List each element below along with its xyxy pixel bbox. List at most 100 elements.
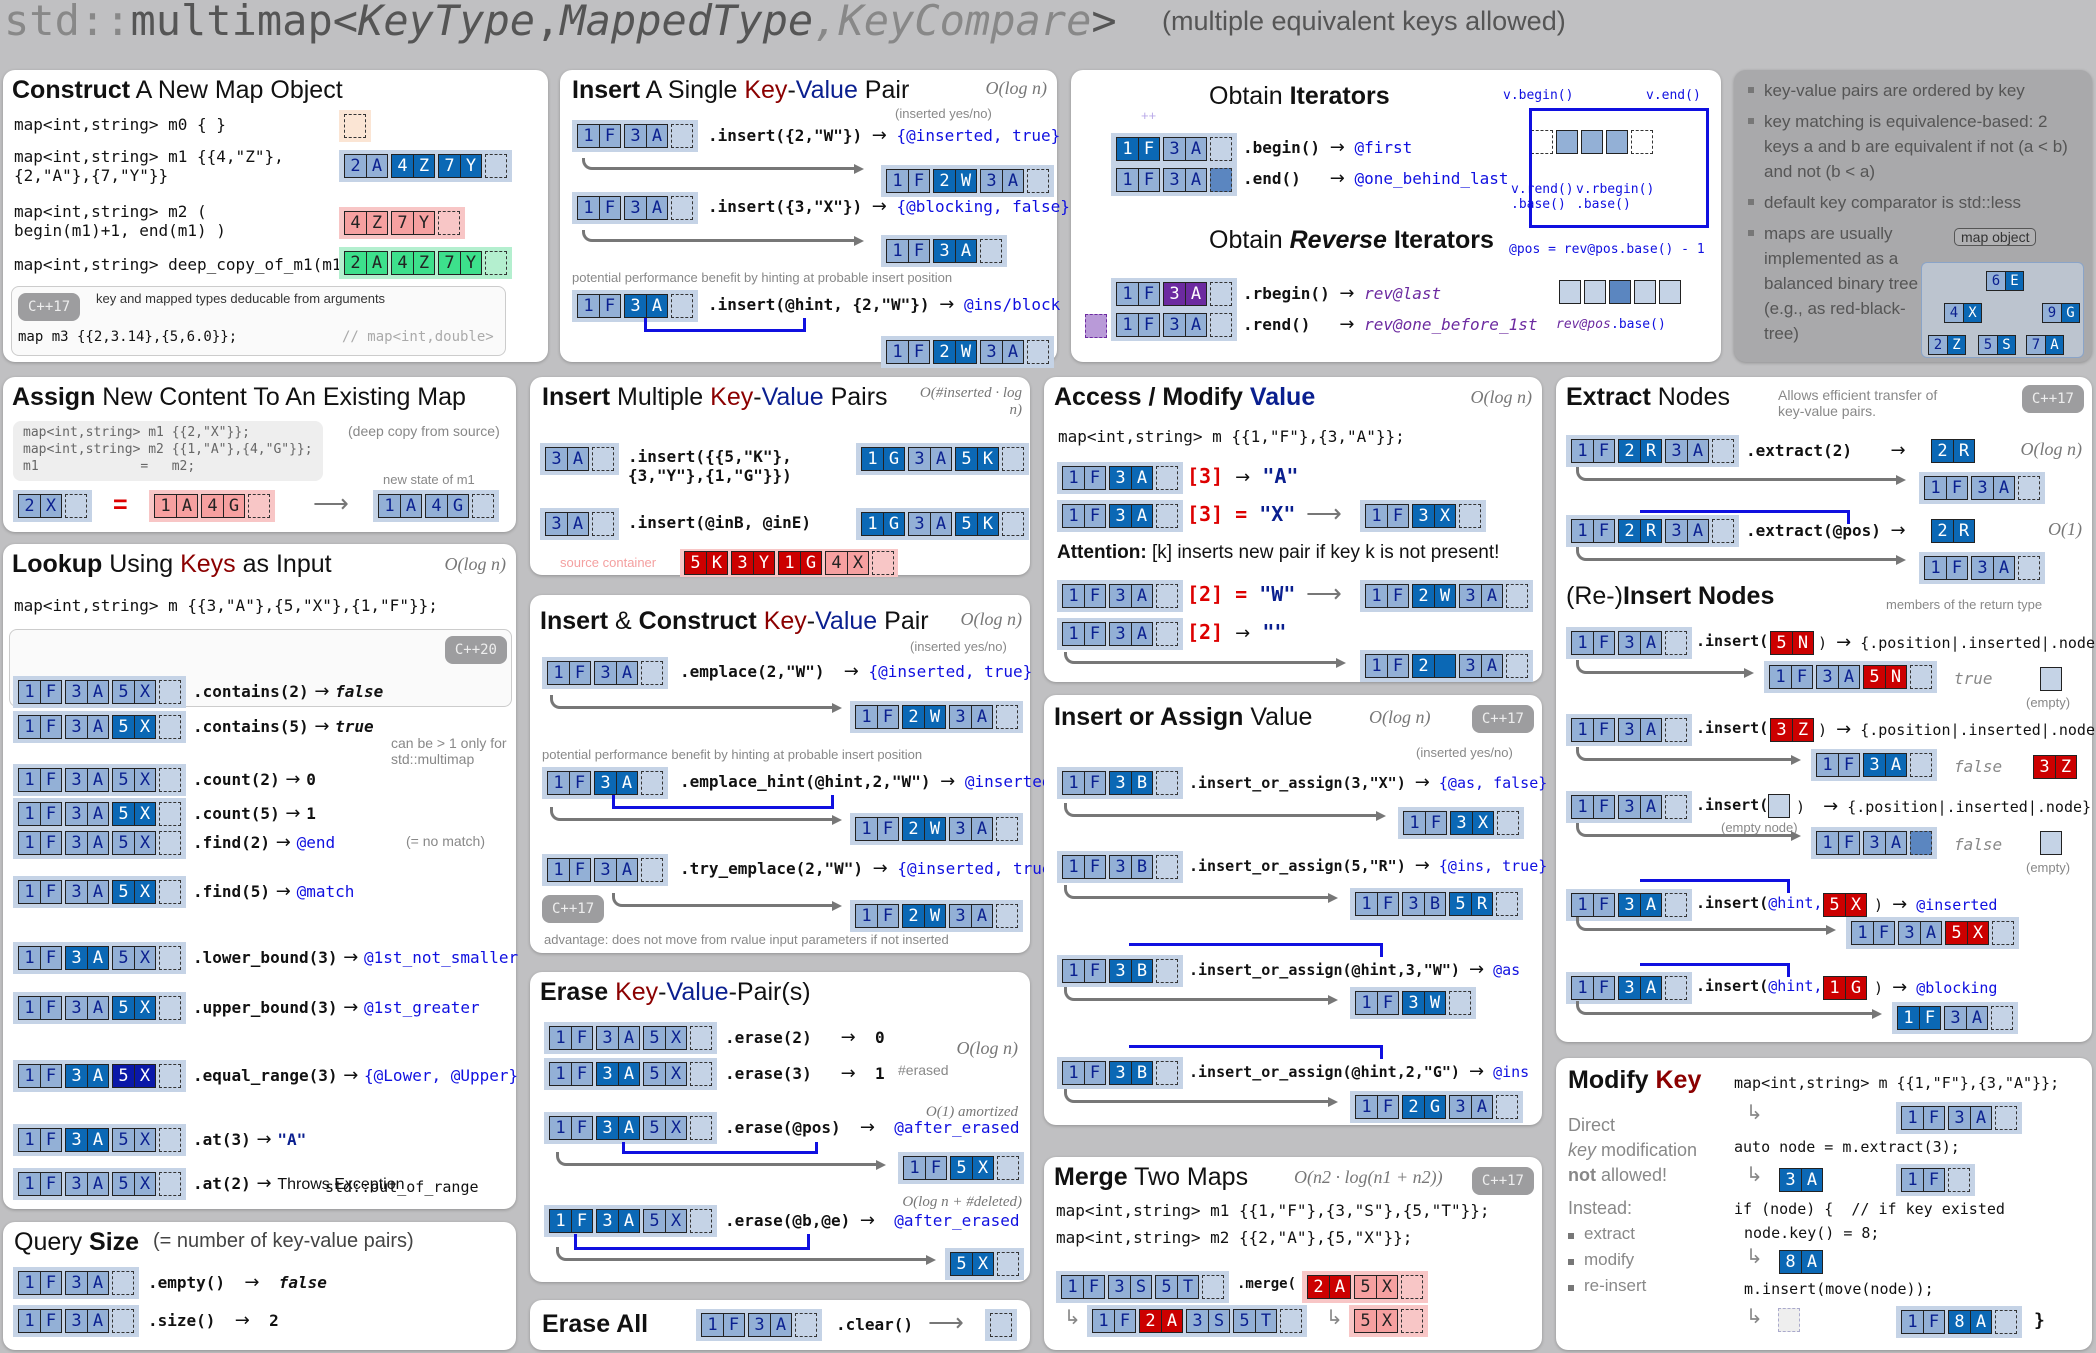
- insert-multi-title: Insert Multiple Key-Value Pairs: [542, 383, 888, 411]
- end-slot: [1992, 921, 2014, 945]
- tree-label: map object: [1954, 228, 2037, 246]
- value: F: [877, 905, 898, 927]
- call: .extract(2) →: [1746, 440, 1906, 461]
- value: Y: [460, 155, 481, 177]
- value: A: [1131, 623, 1152, 645]
- call: .insert_or_assign(3,"X") → {@as, false}: [1189, 772, 1548, 793]
- key: 2: [1619, 440, 1640, 462]
- key: 1: [19, 1310, 40, 1332]
- construct-line-m0: map<int,string> m0 { }: [14, 115, 226, 134]
- explain-line: not allowed!: [1568, 1165, 1668, 1185]
- value: F: [40, 1065, 61, 1087]
- end-slot: [671, 294, 693, 318]
- value: F: [1946, 557, 1967, 579]
- value: A: [955, 240, 976, 262]
- complexity: O(log n): [960, 609, 1023, 629]
- value: F: [40, 1129, 61, 1151]
- return-type: ) → {.position|.inserted|.node}: [1796, 796, 2092, 817]
- value: F: [40, 681, 61, 703]
- value: F: [908, 240, 929, 262]
- end-slot: [980, 239, 1002, 263]
- end-slot: [159, 1172, 181, 1196]
- call: .erase(@pos) → @after_erased: [725, 1117, 1020, 1138]
- value: X: [972, 1253, 993, 1275]
- flow-arrow: [550, 695, 842, 713]
- value: A: [1640, 719, 1661, 741]
- key: 5: [113, 803, 134, 825]
- key: 3: [1110, 623, 1131, 645]
- node-value: [2040, 831, 2062, 855]
- value: G: [223, 495, 244, 517]
- call: .contains(2) → false: [193, 681, 384, 702]
- key: 1: [887, 170, 908, 192]
- key: 3: [1110, 585, 1131, 607]
- subscript-read: [3] → "A": [1187, 464, 1299, 488]
- call: .empty() → false: [148, 1272, 327, 1293]
- value: F: [1946, 477, 1967, 499]
- value: A: [87, 1173, 108, 1195]
- value: Z: [366, 212, 387, 234]
- key: 3: [66, 681, 87, 703]
- end-slot: [1948, 1168, 1970, 1192]
- key: 3: [1187, 1310, 1208, 1332]
- value: Z: [413, 252, 434, 274]
- deep-copy-note: (deep copy from source): [348, 423, 500, 439]
- key: 1: [1817, 832, 1838, 854]
- key: 3: [597, 1027, 618, 1049]
- query-size-note: (= number of key-value pairs): [153, 1230, 414, 1252]
- key: 3: [909, 448, 930, 470]
- key: 1: [862, 513, 883, 535]
- value: A: [1185, 283, 1206, 305]
- key: 1: [1117, 138, 1138, 160]
- end-slot: [872, 551, 894, 575]
- key: 1: [856, 905, 877, 927]
- key: 3: [1403, 893, 1424, 915]
- key: 1: [1366, 505, 1387, 527]
- value: G: [447, 495, 468, 517]
- end-slot: [159, 715, 181, 739]
- key: 1: [19, 832, 40, 854]
- end-slot: [1459, 504, 1481, 528]
- key: 5: [1864, 666, 1885, 688]
- key: 1: [1062, 1276, 1083, 1298]
- end-slot: [1995, 1310, 2017, 1334]
- return-type: ) → {.position|.inserted|.node}: [1818, 719, 2096, 740]
- key: 3: [595, 662, 616, 684]
- value: A: [1471, 1096, 1492, 1118]
- call: .insert(@inB, @inE): [628, 513, 812, 532]
- key: 3: [950, 905, 971, 927]
- value: R: [1640, 520, 1661, 542]
- key: 2: [345, 252, 366, 274]
- result-arrow-icon: ↳: [1064, 1307, 1081, 1329]
- call-result: ) → @blocking: [1874, 977, 1998, 998]
- key: 1: [19, 769, 40, 791]
- complexity: O(1) amortized: [925, 1104, 1018, 1120]
- fact-item: default key comparator is std::less: [1748, 190, 2078, 215]
- key: 3: [1460, 585, 1481, 607]
- value: G: [883, 513, 904, 535]
- key: 1: [1572, 894, 1593, 916]
- subscript-read-missing: [2] → "": [1187, 620, 1287, 644]
- key: 7: [392, 212, 413, 234]
- end-slot: [1910, 665, 1932, 689]
- key: 1: [19, 1272, 40, 1294]
- title-comma: ,: [813, 0, 839, 45]
- value: W: [955, 170, 976, 192]
- key: 4: [426, 495, 447, 517]
- end-slot: [641, 661, 663, 685]
- value: F: [1138, 283, 1159, 305]
